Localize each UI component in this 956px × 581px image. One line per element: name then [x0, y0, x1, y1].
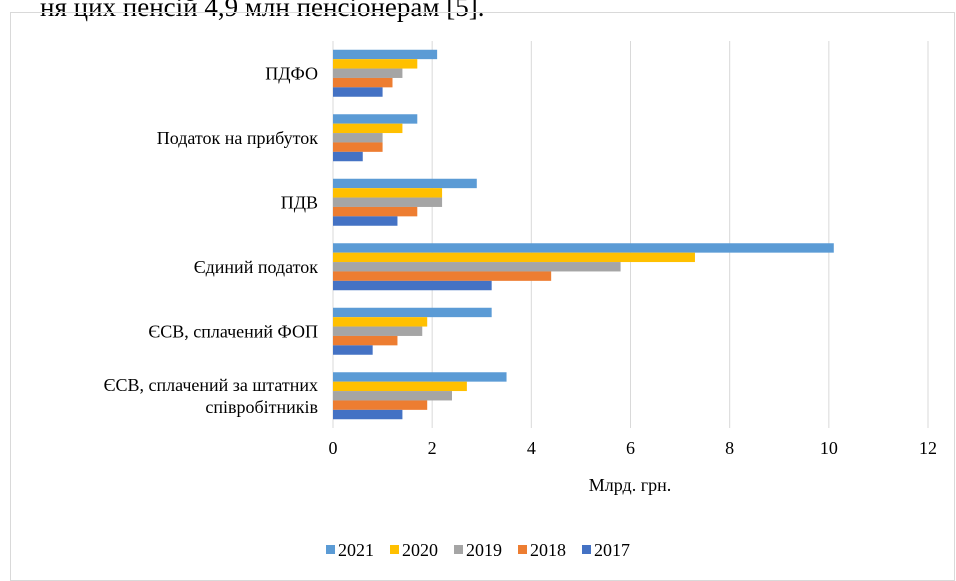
bar	[333, 400, 428, 410]
bar	[333, 335, 398, 346]
legend-swatch	[582, 545, 591, 554]
bar	[333, 252, 695, 263]
bar	[333, 271, 552, 281]
bar	[333, 307, 492, 318]
x-tick-label: 0	[329, 438, 338, 458]
legend-label: 2018	[530, 540, 566, 560]
bar	[333, 133, 383, 143]
bar	[333, 262, 621, 272]
bar	[333, 391, 452, 401]
y-tick-label: Податок на прибуток	[157, 128, 319, 148]
legend-label: 2021	[338, 540, 374, 560]
bar	[333, 114, 418, 124]
bar	[333, 216, 398, 226]
bar	[333, 317, 428, 327]
legend-label: 2020	[402, 540, 438, 560]
bar	[333, 280, 492, 291]
text-above: ня цих пенсій 4,9 млн пенсіонерам [5].	[40, 0, 484, 22]
chart-frame	[10, 12, 955, 581]
x-tick-label: 8	[725, 438, 734, 458]
legend-swatch	[326, 545, 335, 554]
legend-swatch	[518, 545, 527, 554]
bar	[333, 151, 363, 162]
y-tick-label: ПДФО	[265, 63, 318, 83]
y-tick-label: Єдиний податок	[194, 257, 318, 277]
bar	[333, 188, 443, 198]
bar	[333, 197, 443, 207]
bar	[333, 142, 383, 152]
x-axis-label: Млрд. грн.	[589, 475, 671, 495]
bar	[333, 326, 423, 336]
legend-swatch	[390, 545, 399, 554]
x-tick-label: 10	[820, 438, 838, 458]
bar	[333, 381, 467, 392]
bar	[333, 243, 834, 253]
bar	[333, 49, 438, 60]
x-tick-label: 2	[428, 438, 437, 458]
bar	[333, 123, 403, 134]
bar	[333, 68, 403, 78]
legend-label: 2017	[594, 540, 630, 560]
bar	[333, 206, 418, 217]
bar	[333, 77, 393, 88]
bar	[333, 87, 383, 97]
legend-swatch	[454, 545, 463, 554]
x-tick-label: 12	[919, 438, 937, 458]
y-tick-label: ЄСВ, сплачений за штатних співробітників	[104, 375, 318, 417]
x-tick-label: 6	[626, 438, 635, 458]
bar	[333, 372, 507, 382]
legend-label: 2019	[466, 540, 502, 560]
bar	[333, 178, 477, 189]
y-tick-label: ЄСВ, сплачений ФОП	[148, 321, 318, 341]
y-tick-label: ПДВ	[281, 192, 318, 212]
bar	[333, 59, 418, 69]
bar	[333, 345, 373, 355]
x-tick-label: 4	[527, 438, 536, 458]
bar	[333, 409, 403, 420]
